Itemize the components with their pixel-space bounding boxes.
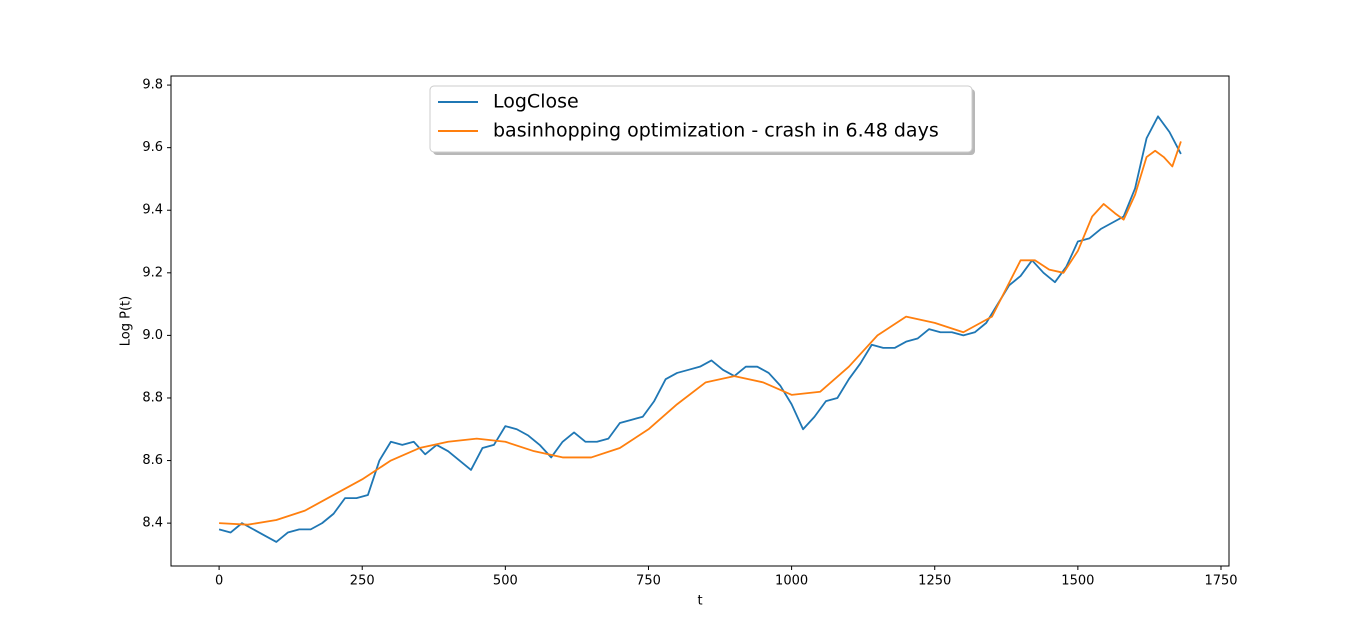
y-tick-label: 9.0 (142, 328, 163, 343)
legend: LogClose basinhopping optimization - cras… (429, 85, 975, 155)
legend-label: basinhopping optimization - crash in 6.4… (493, 120, 939, 142)
y-tick-label: 8.6 (142, 453, 163, 468)
x-tick-label: 500 (493, 574, 518, 589)
x-tick-label: 1000 (775, 574, 808, 589)
x-tick-label: 250 (350, 574, 375, 589)
x-tick-label: 0 (215, 574, 223, 589)
x-tick-label: 1500 (1061, 574, 1094, 589)
y-tick-label: 9.6 (142, 140, 163, 155)
x-tick-label: 750 (636, 574, 661, 589)
y-tick-label: 8.8 (142, 390, 163, 405)
x-axis-label: t (697, 594, 702, 609)
legend-box (429, 85, 973, 153)
y-tick-label: 9.4 (142, 203, 163, 218)
y-tick-label: 9.2 (142, 265, 163, 280)
legend-label: LogClose (493, 91, 579, 113)
y-tick-label: 9.8 (142, 78, 163, 93)
data-line (219, 141, 1182, 526)
x-tick-label: 1250 (918, 574, 951, 589)
plot-frame (170, 75, 1230, 567)
data-line (218, 115, 1182, 543)
y-tick-label: 8.4 (142, 516, 163, 531)
y-axis-label: Log P(t) (119, 296, 134, 346)
x-tick-label: 1750 (1204, 574, 1237, 589)
